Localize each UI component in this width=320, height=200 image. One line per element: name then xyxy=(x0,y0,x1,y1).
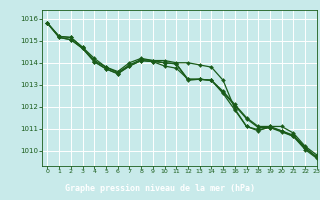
Text: Graphe pression niveau de la mer (hPa): Graphe pression niveau de la mer (hPa) xyxy=(65,184,255,193)
